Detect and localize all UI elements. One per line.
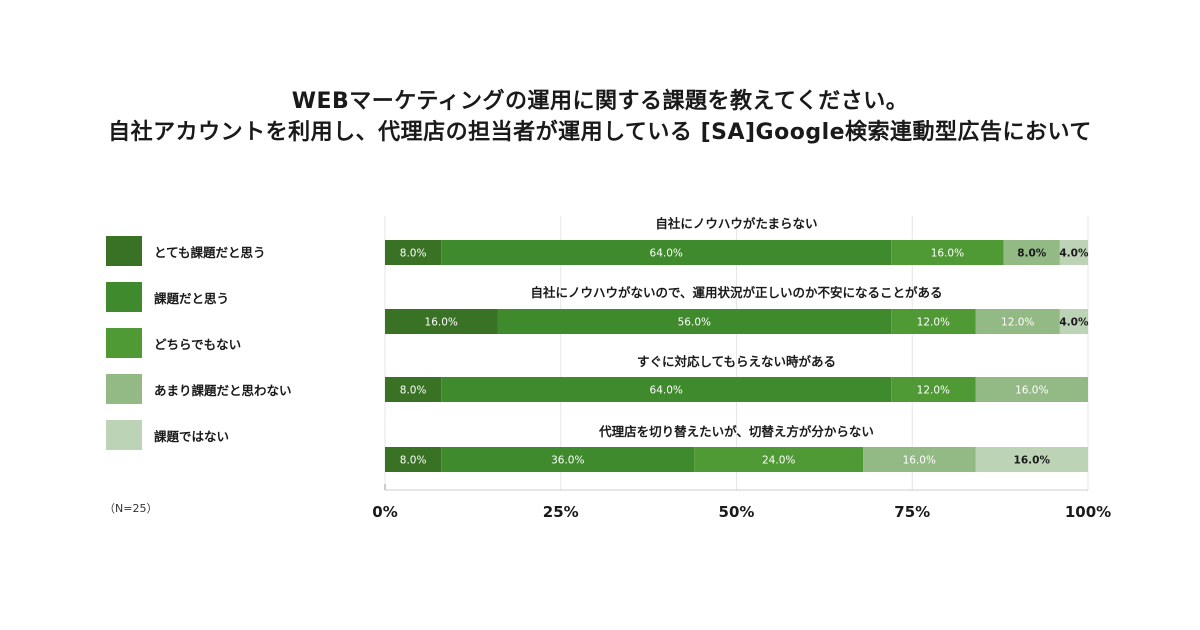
legend-swatch: [106, 282, 142, 312]
data-label: 8.0%: [400, 455, 427, 467]
x-tick-label: 50%: [719, 503, 755, 521]
legend-swatch: [106, 420, 142, 450]
legend-swatch: [106, 328, 142, 358]
bar-segment: [975, 377, 1088, 402]
x-tick-label: 25%: [543, 503, 579, 521]
legend-swatch: [106, 374, 142, 404]
bar-segment: [1003, 240, 1060, 265]
data-label: 64.0%: [650, 385, 683, 397]
bar-segment: [441, 447, 695, 472]
chart-title: WEBマーケティングの運用に関する課題を教えてください。 自社アカウントを利用し…: [0, 86, 1200, 148]
bar-segment: [694, 447, 864, 472]
data-label: 12.0%: [917, 385, 950, 397]
bar-segment: [891, 240, 1004, 265]
category-label: すぐに対応してもらえない時がある: [637, 354, 836, 369]
data-label: 8.0%: [400, 385, 427, 397]
data-label: 56.0%: [678, 317, 711, 329]
data-label: 12.0%: [917, 317, 950, 329]
data-label: 24.0%: [762, 455, 795, 467]
legend-item: とても課題だと思う: [106, 236, 266, 266]
data-label: 16.0%: [1015, 385, 1048, 397]
data-label: 16.0%: [425, 317, 458, 329]
category-label: 自社にノウハウがたまらない: [655, 216, 817, 231]
data-label: 64.0%: [650, 248, 683, 260]
bar-segment: [385, 309, 498, 334]
bar-segment: [975, 309, 1060, 334]
legend-item: 課題ではない: [106, 420, 229, 450]
bar-segment: [975, 447, 1088, 472]
sample-size-note: （N=25）: [104, 502, 158, 515]
x-tick-label: 100%: [1065, 503, 1111, 521]
x-tick-label: 75%: [894, 503, 930, 521]
bar-segment: [385, 377, 442, 402]
data-label: 8.0%: [1017, 248, 1047, 260]
legend-label: とても課題だと思う: [154, 244, 266, 260]
legend-label: 課題ではない: [154, 428, 230, 444]
data-label: 16.0%: [931, 248, 964, 260]
legend-label: あまり課題だと思わない: [154, 382, 292, 398]
data-label: 8.0%: [400, 248, 427, 260]
bar-segment: [385, 447, 442, 472]
data-label: 4.0%: [1059, 248, 1089, 260]
bar-segment: [441, 377, 892, 402]
bar-segment: [891, 377, 976, 402]
data-label: 4.0%: [1059, 317, 1089, 329]
bar-segment: [497, 309, 892, 334]
bar-segment: [385, 240, 442, 265]
bar-segment: [441, 240, 892, 265]
legend-label: どちらでもない: [154, 336, 242, 352]
category-label: 代理店を切り替えたいが、切替え方が分からない: [598, 424, 874, 439]
data-label: 36.0%: [551, 455, 584, 467]
legend-item: どちらでもない: [106, 328, 241, 358]
legend-item: あまり課題だと思わない: [106, 374, 292, 404]
bar-segment: [1059, 309, 1088, 334]
legend-item: 課題だと思う: [106, 282, 229, 312]
bar-segment: [1059, 240, 1088, 265]
data-label: 16.0%: [1014, 455, 1051, 467]
legend-swatch: [106, 236, 142, 266]
bar-segment: [891, 309, 976, 334]
data-label: 16.0%: [903, 455, 936, 467]
category-label: 自社にノウハウがないので、運用状況が正しいのか不安になることがある: [530, 285, 942, 300]
data-label: 12.0%: [1001, 317, 1034, 329]
legend-label: 課題だと思う: [154, 290, 230, 306]
chart-title-line-2: 自社アカウントを利用し、代理店の担当者が運用している [SA]Google検索連…: [108, 120, 1092, 145]
chart-title-line-1: WEBマーケティングの運用に関する課題を教えてください。: [291, 89, 909, 114]
bar-segment: [863, 447, 976, 472]
x-tick-label: 0%: [372, 503, 397, 521]
